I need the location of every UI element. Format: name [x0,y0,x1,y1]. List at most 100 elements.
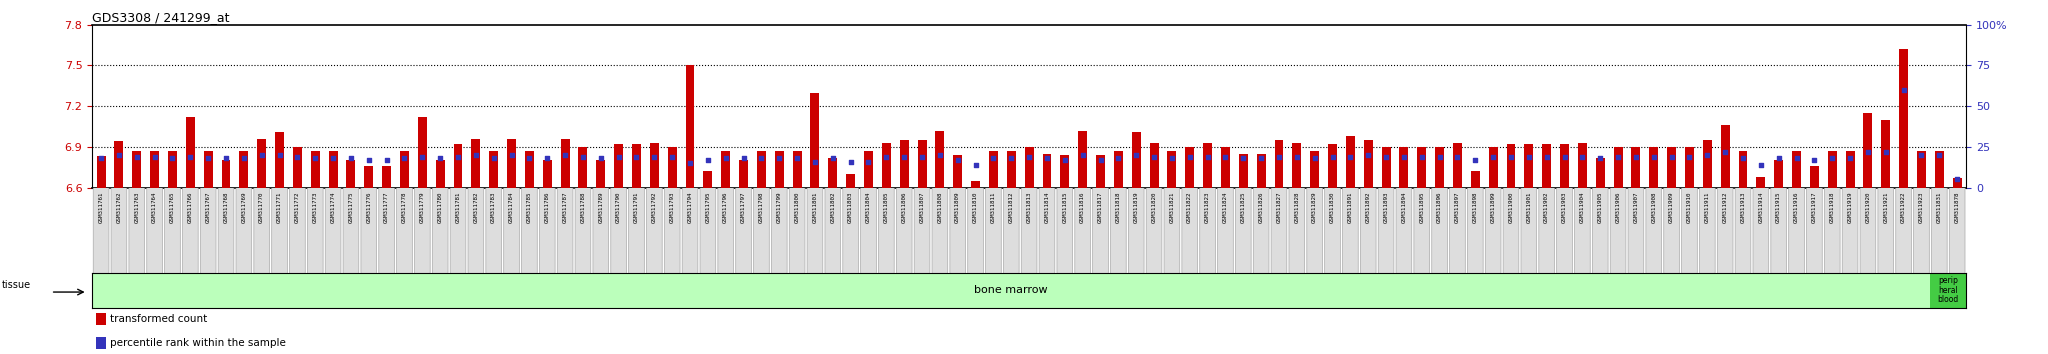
Text: GSM311920: GSM311920 [1866,192,1870,223]
Point [102,152,135,158]
Text: bone marrow: bone marrow [975,285,1049,295]
Text: GSM311918: GSM311918 [1829,192,1835,223]
Point [1511,154,1546,160]
Bar [436,160,444,188]
Point [977,155,1010,161]
Text: GSM311810: GSM311810 [973,192,979,223]
Point [905,154,938,160]
FancyBboxPatch shape [147,187,162,273]
Text: GSM311895: GSM311895 [1419,192,1423,223]
FancyBboxPatch shape [1503,187,1520,273]
Point [1192,154,1225,160]
Text: GSM311824: GSM311824 [1223,192,1229,223]
Bar [686,65,694,188]
Bar [1739,151,1747,188]
Bar [864,151,872,188]
Point [1405,154,1438,160]
Point [1280,154,1313,160]
FancyBboxPatch shape [629,187,645,273]
Point [1548,154,1581,160]
Text: GSM311816: GSM311816 [1079,192,1085,223]
FancyBboxPatch shape [1272,187,1286,273]
Bar [1935,151,1944,188]
Bar [1917,151,1925,188]
Point [406,154,438,160]
Bar [918,140,926,188]
FancyBboxPatch shape [1413,187,1430,273]
Bar [1864,113,1872,188]
FancyBboxPatch shape [1735,187,1751,273]
Point [121,154,154,160]
Bar [543,160,551,188]
Bar [1632,147,1640,188]
FancyBboxPatch shape [1610,187,1626,273]
Text: GSM311813: GSM311813 [1026,192,1032,223]
Point [1352,152,1384,158]
FancyBboxPatch shape [379,187,395,273]
FancyBboxPatch shape [844,187,858,273]
FancyBboxPatch shape [504,187,520,273]
FancyBboxPatch shape [1843,187,1858,273]
FancyBboxPatch shape [825,187,840,273]
Text: GSM311919: GSM311919 [1847,192,1853,223]
Bar [1114,151,1122,188]
Point [1423,154,1456,160]
Point [1655,154,1688,160]
FancyBboxPatch shape [1219,187,1233,273]
Bar [1186,147,1194,188]
FancyBboxPatch shape [1432,187,1448,273]
Bar [1952,178,1962,188]
Point [1245,155,1278,161]
Text: GSM311800: GSM311800 [795,192,799,223]
Text: GSM311911: GSM311911 [1704,192,1710,223]
Text: GSM311787: GSM311787 [563,192,567,223]
FancyBboxPatch shape [1663,187,1679,273]
Point [709,155,741,161]
Text: GSM311803: GSM311803 [848,192,854,223]
Point [1083,157,1116,163]
Text: GSM311765: GSM311765 [170,192,174,223]
FancyBboxPatch shape [1788,187,1804,273]
Bar [971,181,981,188]
Text: GSM311784: GSM311784 [510,192,514,223]
Point [1262,154,1296,160]
Point [1208,154,1241,160]
Text: GSM311901: GSM311901 [1526,192,1532,223]
Point [1620,154,1653,160]
Text: GSM311923: GSM311923 [1919,192,1923,223]
FancyBboxPatch shape [913,187,930,273]
Point [1120,152,1153,158]
Bar [936,131,944,188]
Point [1726,155,1759,161]
Bar [649,143,659,188]
Text: GSM311807: GSM311807 [920,192,924,223]
Point [299,155,332,161]
Point [1227,155,1260,161]
FancyBboxPatch shape [451,187,465,273]
Bar [1507,144,1516,188]
Point [193,155,225,161]
Text: GDS3308 / 241299_at: GDS3308 / 241299_at [92,11,229,24]
FancyBboxPatch shape [1806,187,1823,273]
FancyBboxPatch shape [682,187,698,273]
Point [496,152,528,158]
Point [1174,154,1206,160]
Point [1780,155,1812,161]
Text: GSM311779: GSM311779 [420,192,424,223]
FancyBboxPatch shape [326,187,340,273]
Text: GSM311777: GSM311777 [385,192,389,223]
Point [567,154,600,160]
Text: GSM311783: GSM311783 [492,192,496,223]
Text: GSM311776: GSM311776 [367,192,371,223]
FancyBboxPatch shape [1860,187,1876,273]
Text: GSM311771: GSM311771 [276,192,283,223]
Bar [1489,147,1497,188]
Text: GSM311820: GSM311820 [1151,192,1157,223]
Text: GSM311893: GSM311893 [1384,192,1389,223]
FancyBboxPatch shape [1200,187,1214,273]
Bar [1470,171,1481,188]
Bar [1024,147,1034,188]
Point [281,154,313,160]
FancyBboxPatch shape [1522,187,1536,273]
Bar [596,160,606,188]
